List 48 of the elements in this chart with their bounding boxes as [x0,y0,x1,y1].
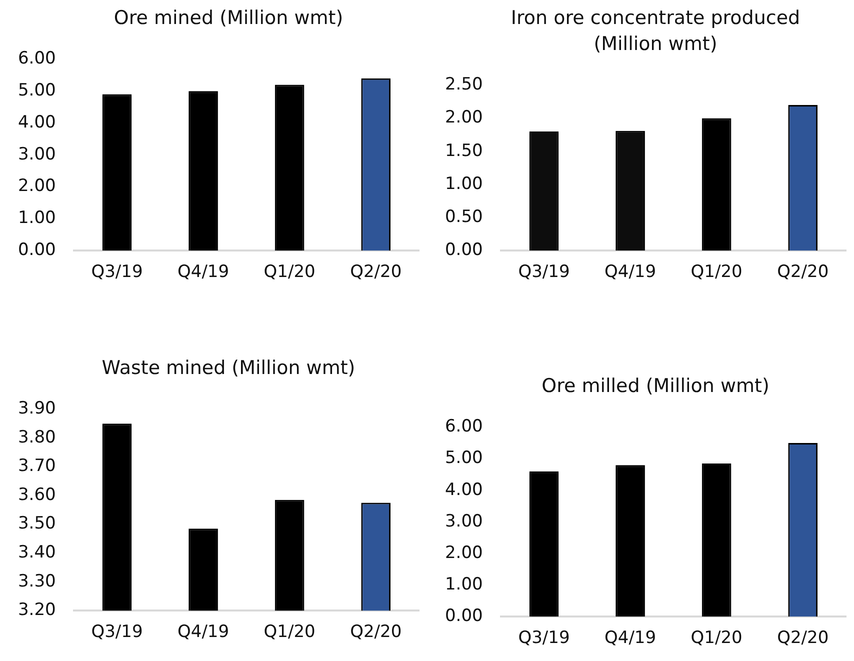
y-tick-label: 2.00 [444,542,483,563]
chart-title: Ore milled (Million wmt) [540,374,770,399]
x-tick-label: Q4/19 [178,262,230,282]
x-tick-label: Q2/20 [350,622,402,642]
y-tick-label: 2.00 [18,176,56,196]
y-tick-label: 2.00 [444,108,483,128]
y-tick-label: 2.50 [444,74,483,95]
y-tick-label: 6.00 [18,48,56,69]
y-tick-label: 4.00 [18,112,56,132]
x-tick-label: Q1/20 [690,628,742,648]
y-tick-label: 4.00 [444,480,483,500]
x-tick-label: Q1/20 [264,622,316,642]
y-tick-label: 3.60 [18,484,56,505]
y-tick-label: 5.00 [444,448,483,468]
y-tick-label: 1.00 [444,574,483,594]
y-tick-label: 3.30 [18,571,56,592]
chart-title: Ore mined (Million wmt) [112,6,344,31]
x-tick-label: Q4/19 [604,262,656,282]
x-tick-label: Q3/19 [518,262,570,282]
y-tick-label: 1.00 [444,174,483,194]
x-tick-label: Q2/20 [777,262,829,282]
y-tick-label: 0.50 [444,206,483,227]
y-tick-label: 1.00 [18,208,56,228]
y-tick-label: 0.00 [18,240,56,260]
x-tick-label: Q1/20 [690,262,742,282]
x-tick-label: Q1/20 [264,262,316,282]
chart-title: Iron ore concentrate produced (Million wmt) [510,6,802,57]
y-tick-label: 0.00 [444,606,483,626]
x-tick-label: Q2/20 [350,262,402,282]
y-tick-label: 3.00 [444,511,483,532]
y-tick-label: 3.40 [18,542,56,562]
x-tick-label: Q3/19 [91,262,143,282]
chart-title: Waste mined (Million wmt) [100,356,356,381]
y-tick-label: 3.20 [18,600,56,620]
x-tick-label: Q4/19 [604,628,656,648]
y-tick-label: 0.00 [444,240,483,260]
y-tick-label: 1.50 [444,140,483,161]
y-tick-label: 3.70 [18,456,56,476]
y-tick-label: 3.50 [18,514,56,534]
y-tick-label: 5.00 [18,80,56,101]
x-tick-label: Q3/19 [518,628,570,648]
x-tick-label: Q4/19 [178,622,230,642]
x-tick-label: Q2/20 [777,628,829,648]
y-tick-label: 3.90 [18,398,56,419]
x-tick-label: Q3/19 [91,622,143,642]
y-tick-label: 3.80 [18,427,56,448]
y-tick-label: 6.00 [444,416,483,437]
y-tick-label: 3.00 [18,144,56,164]
